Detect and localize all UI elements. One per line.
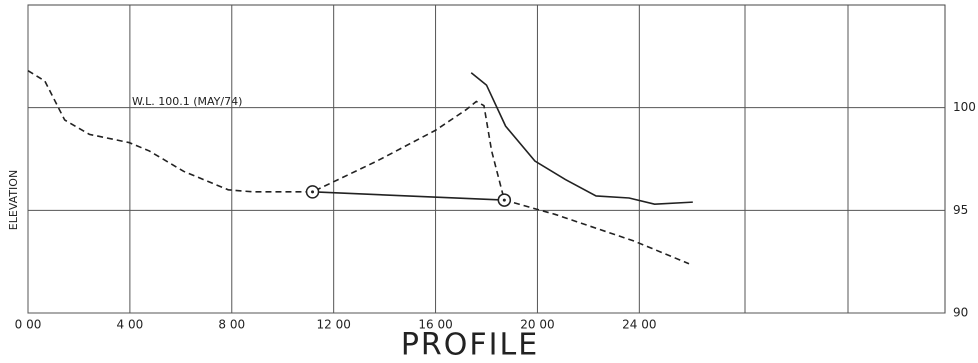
y-tick-label: 95 bbox=[953, 203, 968, 217]
chart-title: PROFILE bbox=[401, 328, 539, 363]
y-tick-label: 100 bbox=[953, 100, 976, 114]
x-tick-label: 12 00 bbox=[316, 318, 350, 332]
line bbox=[470, 72, 693, 205]
x-tick-label: 4 00 bbox=[117, 318, 144, 332]
frame bbox=[27, 4, 946, 314]
x-tick-label: 20 00 bbox=[520, 318, 554, 332]
line bbox=[27, 70, 690, 265]
x-tick-label: 8 00 bbox=[218, 318, 245, 332]
x-tick-label: 16 00 bbox=[418, 318, 452, 332]
point-dot bbox=[502, 198, 506, 202]
x-tick-label: 24 00 bbox=[622, 318, 656, 332]
x-tick-label: 0 00 bbox=[15, 318, 42, 332]
point-dot bbox=[311, 190, 315, 194]
y-axis-label: ELEVATION bbox=[7, 170, 20, 230]
annotation: W.L. 100.1 (MAY/74) bbox=[132, 95, 242, 108]
line bbox=[312, 191, 505, 201]
y-tick-label: 90 bbox=[953, 306, 968, 320]
